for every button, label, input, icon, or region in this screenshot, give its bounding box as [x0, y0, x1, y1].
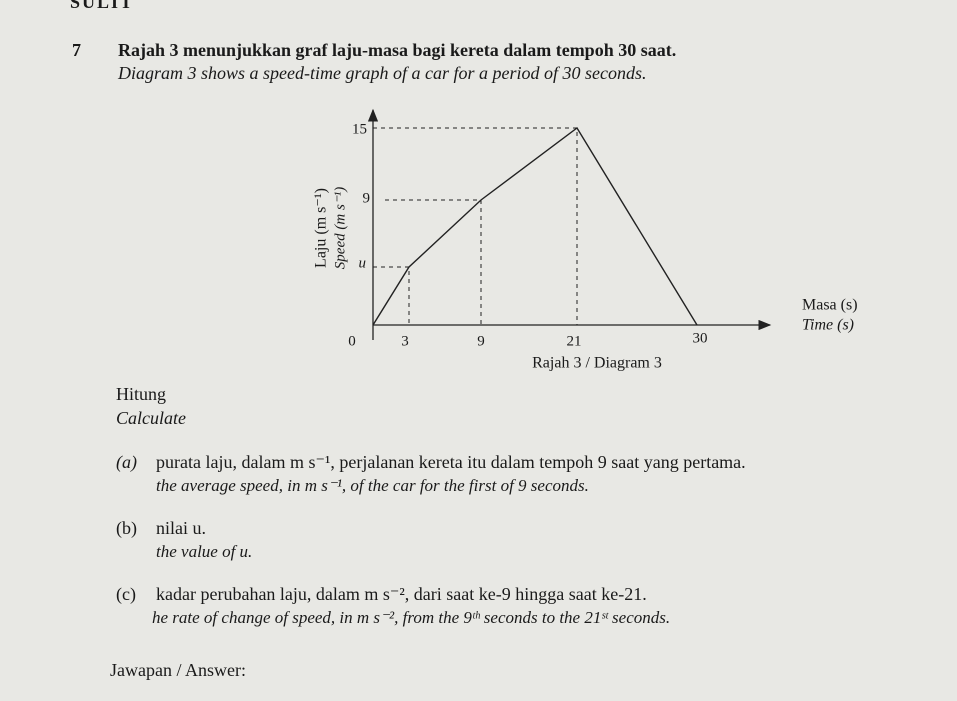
part-text-ms: purata laju, dalam m s⁻¹, perjalanan ker… — [156, 452, 746, 472]
graph-line — [372, 126, 698, 326]
part-text-ms: nilai u. — [156, 518, 206, 538]
y-tick-label: u — [359, 255, 367, 271]
x-tick-label: 21 — [567, 333, 582, 349]
answer-label: Jawapan / Answer: — [110, 660, 246, 680]
part-text-ms: kadar perubahan laju, dalam m s⁻², dari … — [156, 584, 647, 604]
part-label: (a) — [116, 452, 137, 472]
x-tick-label: 9 — [477, 333, 485, 349]
guide-15 — [373, 127, 578, 325]
y-label-en: Speed (m s⁻¹) — [332, 187, 348, 269]
instruction-ms: Hitung — [116, 384, 167, 404]
diagram-caption: Rajah 3 / Diagram 3 — [532, 355, 662, 372]
part-text-en: he rate of change of speed, in m s⁻², fr… — [152, 608, 671, 627]
x-tick-label: 3 — [401, 333, 409, 349]
x-label-en: Time (s) — [802, 317, 854, 334]
instruction-en: Calculate — [116, 408, 186, 428]
part-label: (c) — [116, 584, 136, 604]
x-tick-label: 0 — [348, 333, 356, 349]
x-label-ms: Masa (s) — [802, 297, 858, 314]
page-label: SULIT — [70, 0, 135, 12]
x-tick-label: 30 — [693, 330, 708, 346]
part-label: (b) — [116, 518, 137, 538]
question-text-ms: Rajah 3 menunjukkan graf laju-masa bagi … — [118, 40, 677, 60]
part-text-en: the value of u. — [156, 542, 253, 561]
question-text-en: Diagram 3 shows a speed-time graph of a … — [118, 63, 647, 83]
question-number: 7 — [72, 40, 81, 60]
y-label-ms: Laju (m s⁻¹) — [313, 188, 330, 268]
y-tick-label: 9 — [363, 190, 371, 206]
guide-9 — [385, 199, 482, 325]
guide-u — [373, 266, 410, 325]
y-tick-label: 15 — [352, 121, 367, 137]
part-text-en: the average speed, in m s⁻¹, of the car … — [156, 476, 589, 495]
